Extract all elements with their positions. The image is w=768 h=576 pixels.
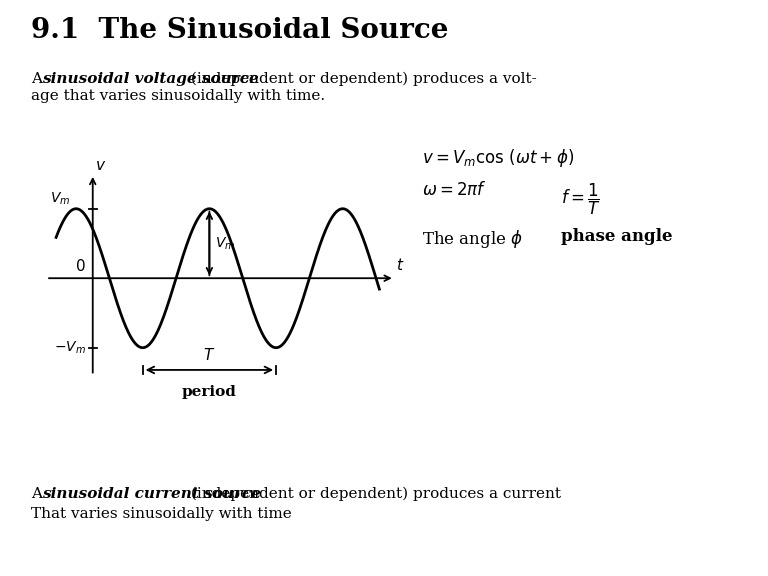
Text: 9.1  The Sinusoidal Source: 9.1 The Sinusoidal Source <box>31 17 449 44</box>
Text: phase angle: phase angle <box>561 228 672 245</box>
Text: age that varies sinusoidally with time.: age that varies sinusoidally with time. <box>31 89 325 103</box>
Text: $v$: $v$ <box>94 158 106 173</box>
Text: sinusoidal voltage source: sinusoidal voltage source <box>42 72 259 86</box>
Text: $f = \dfrac{1}{T}$: $f = \dfrac{1}{T}$ <box>561 181 600 217</box>
Text: $0$: $0$ <box>75 258 86 274</box>
Text: (independent or dependent) produces a volt-: (independent or dependent) produces a vo… <box>186 72 537 86</box>
Text: $T$: $T$ <box>204 347 216 363</box>
Text: (independent or dependent) produces a current: (independent or dependent) produces a cu… <box>186 487 561 501</box>
Text: period: period <box>182 385 237 399</box>
Text: $V_m$: $V_m$ <box>215 235 235 252</box>
Text: sinusoidal current source: sinusoidal current source <box>42 487 261 501</box>
Text: That varies sinusoidally with time: That varies sinusoidally with time <box>31 507 292 521</box>
Text: A: A <box>31 72 47 86</box>
Text: $v = V_m \cos\,(\omega t + \phi)$: $v = V_m \cos\,(\omega t + \phi)$ <box>422 147 574 169</box>
Text: $\omega = 2\pi f$: $\omega = 2\pi f$ <box>422 181 487 199</box>
Text: $V_m$: $V_m$ <box>51 190 71 207</box>
Text: $-V_m$: $-V_m$ <box>54 339 86 356</box>
Text: $t$: $t$ <box>396 257 405 274</box>
Text: A: A <box>31 487 47 501</box>
Text: The angle $\phi$: The angle $\phi$ <box>422 228 524 249</box>
